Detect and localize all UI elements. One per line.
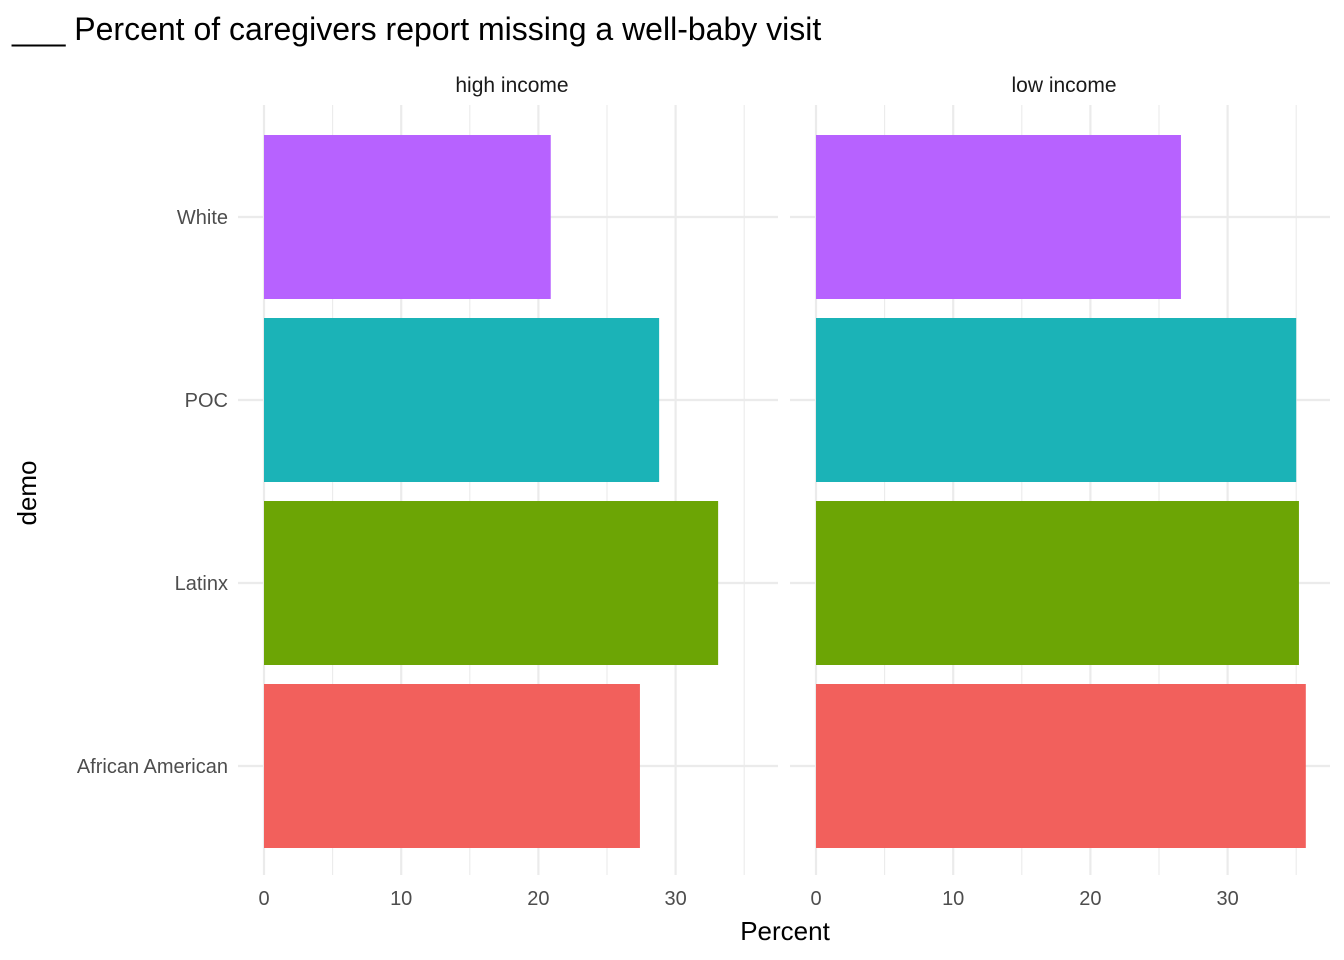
bar-african-american xyxy=(816,684,1306,848)
y-tick-label: Latinx xyxy=(175,573,228,595)
facet-panel-high-income: high income 0 10 20 30 xyxy=(238,74,778,910)
bar-latinx xyxy=(816,501,1299,665)
x-tick-label: 10 xyxy=(390,888,412,910)
bar-latinx xyxy=(264,501,719,665)
bar-white xyxy=(264,135,551,299)
y-tick-label: POC xyxy=(185,390,228,412)
x-tick-label: 0 xyxy=(258,888,269,910)
x-tick-label: 30 xyxy=(664,888,686,910)
facet-panel-low-income: low income 0 10 20 30 xyxy=(790,74,1330,910)
facet-strip-label: low income xyxy=(1011,74,1116,97)
y-tick-label: African American xyxy=(77,756,228,778)
y-axis-title: demo xyxy=(12,460,42,525)
x-tick-label: 20 xyxy=(527,888,549,910)
y-tick-label: White xyxy=(177,207,228,229)
x-tick-label: 10 xyxy=(942,888,964,910)
facet-strip-label: high income xyxy=(455,74,568,97)
y-axis-tick-labels: African American Latinx POC White xyxy=(77,207,228,778)
facet-panels: high income 0 10 20 30 low income 0 10 20 30 xyxy=(238,74,1330,910)
x-tick-label: 0 xyxy=(810,888,821,910)
x-tick-label: 20 xyxy=(1079,888,1101,910)
x-tick-label: 30 xyxy=(1216,888,1238,910)
bar-white xyxy=(816,135,1181,299)
bar-african-american xyxy=(264,684,640,848)
bar-poc xyxy=(816,318,1297,482)
bar-poc xyxy=(264,318,660,482)
chart-title: ___ Percent of caregivers report missing… xyxy=(11,11,821,47)
x-axis-title: Percent xyxy=(740,916,830,946)
